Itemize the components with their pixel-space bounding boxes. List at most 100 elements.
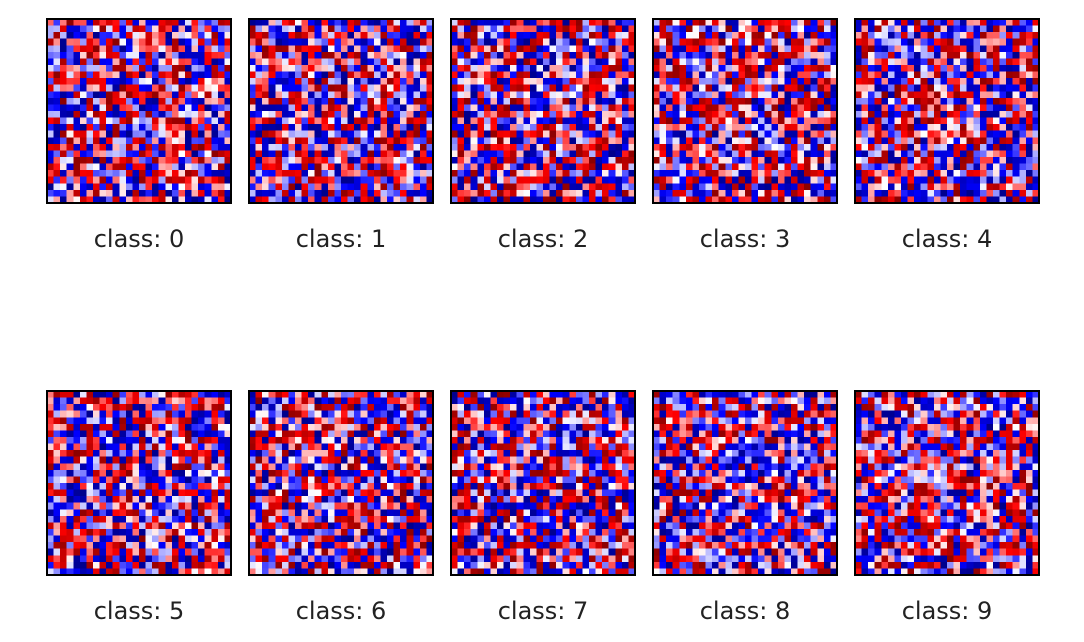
heatmap-cell	[347, 38, 355, 46]
heatmap-cell	[464, 124, 472, 132]
heatmap-cell	[178, 489, 186, 497]
heatmap-cell	[451, 157, 458, 164]
heatmap-cell	[185, 529, 192, 536]
heatmap-cell	[400, 163, 408, 171]
heatmap-cell	[145, 463, 153, 471]
heatmap-cell	[393, 78, 401, 86]
heatmap-cell	[158, 391, 166, 398]
heatmap-cell	[158, 397, 166, 405]
heatmap-cell	[483, 51, 491, 59]
heatmap-cell	[413, 391, 421, 398]
heatmap-cell	[699, 84, 706, 92]
heatmap-cell	[132, 97, 140, 105]
heatmap-cell	[1006, 157, 1014, 164]
heatmap-cell	[106, 555, 114, 563]
heatmap-cell	[1012, 117, 1020, 125]
heatmap-cell	[327, 91, 335, 99]
heatmap-cell	[483, 176, 491, 184]
heatmap-cell	[477, 163, 485, 171]
heatmap-cell	[158, 522, 166, 530]
heatmap-cell	[145, 97, 153, 105]
heatmap-cell	[79, 391, 87, 398]
heatmap-cell	[927, 111, 935, 118]
heatmap-cell	[204, 84, 212, 92]
heatmap-cell	[679, 38, 687, 46]
heatmap-cell	[360, 45, 368, 53]
heatmap-cell	[745, 163, 752, 171]
heatmap-cell	[758, 163, 766, 171]
heatmap-cell	[1006, 65, 1014, 72]
heatmap-cell	[758, 130, 766, 138]
heatmap-cell	[158, 117, 166, 125]
heatmap-cell	[262, 71, 270, 79]
heatmap-cell	[523, 196, 531, 204]
heatmap-cell	[562, 19, 570, 26]
heatmap-cell	[966, 124, 974, 132]
heatmap-cell	[718, 25, 726, 33]
heatmap-cell	[314, 58, 322, 66]
heatmap-cell	[543, 38, 550, 46]
heatmap-cell	[855, 38, 862, 46]
heatmap-cell	[139, 469, 146, 477]
heatmap-cell	[93, 463, 100, 471]
heatmap-cell	[360, 124, 368, 132]
heatmap-cell	[419, 443, 427, 451]
heatmap-cell	[158, 25, 166, 33]
panel-title: class: 1	[296, 225, 387, 253]
heatmap-cell	[60, 437, 68, 444]
heatmap-cell	[927, 163, 935, 171]
heatmap-cell	[288, 189, 296, 197]
heatmap-cell	[738, 51, 746, 59]
heatmap-cell	[354, 137, 362, 145]
heatmap-cell	[940, 157, 948, 164]
heatmap-cell	[731, 157, 739, 164]
heatmap-cell	[979, 196, 987, 204]
heatmap-cell	[406, 65, 414, 72]
heatmap-cell	[106, 78, 114, 86]
heatmap-cell	[483, 45, 491, 53]
heatmap-cell	[60, 97, 68, 105]
heatmap-cell	[99, 483, 107, 490]
heatmap-cell	[53, 463, 61, 471]
heatmap-cell	[712, 163, 720, 171]
heatmap-cell	[692, 150, 700, 158]
heatmap-cell	[60, 529, 68, 536]
heatmap-cell	[464, 137, 472, 145]
heatmap-cell	[249, 163, 256, 171]
heatmap-cell	[99, 404, 107, 412]
heatmap-cell	[993, 19, 1000, 26]
heatmap-cell	[387, 196, 394, 204]
heatmap-cell	[373, 417, 381, 425]
heatmap-cell	[804, 84, 812, 92]
heatmap-cell	[549, 38, 557, 46]
heatmap-cell	[901, 65, 908, 72]
heatmap-cell	[986, 117, 994, 125]
heatmap-cell	[47, 71, 54, 79]
heatmap-cell	[881, 78, 889, 86]
heatmap-cell	[224, 568, 232, 576]
heatmap-cell	[830, 104, 838, 112]
heatmap-cell	[47, 391, 54, 398]
heatmap-cell	[191, 542, 199, 550]
heatmap-cell	[874, 91, 882, 99]
heatmap-cell	[211, 535, 219, 543]
heatmap-cell	[249, 130, 256, 138]
heatmap-cell	[797, 130, 805, 138]
heatmap-cell	[99, 143, 107, 151]
heatmap-cell	[112, 143, 120, 151]
heatmap-cell	[53, 84, 61, 92]
heatmap-cell	[99, 51, 107, 59]
heatmap-cell	[510, 117, 518, 125]
heatmap-cell	[953, 157, 961, 164]
heatmap-cell	[413, 163, 421, 171]
heatmap-panel-1: class: 1	[248, 18, 434, 253]
heatmap-cell	[171, 469, 179, 477]
heatmap-cell	[861, 38, 869, 46]
heatmap-cell	[47, 170, 54, 178]
heatmap-cell	[334, 443, 342, 451]
heatmap-cell	[575, 65, 583, 72]
heatmap-cell	[347, 437, 355, 444]
heatmap-cell	[797, 45, 805, 53]
heatmap-cell	[400, 71, 408, 79]
heatmap-cell	[608, 137, 616, 145]
